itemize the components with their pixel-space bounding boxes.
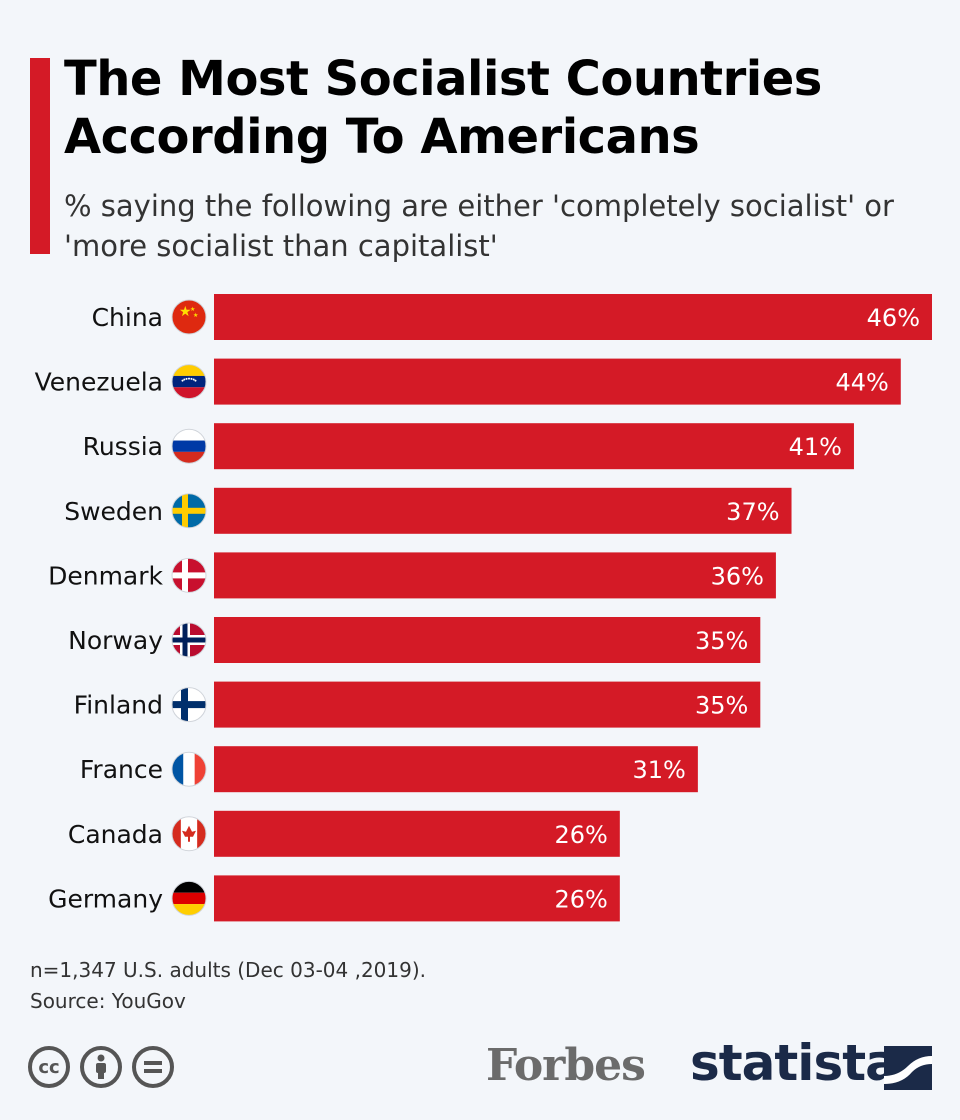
- bar: [214, 423, 854, 470]
- forbes-logo: Forbes: [486, 1040, 646, 1091]
- bar-chart: 46% China ★★★ 44% Venezuela 41% Russia 37% Swede…: [35, 294, 932, 922]
- svg-text:★: ★: [190, 306, 195, 313]
- bar: [214, 294, 932, 340]
- finland-flag-icon: [172, 687, 206, 722]
- china-flag-icon: ★★★: [172, 300, 206, 334]
- norway-flag-icon: [172, 623, 206, 657]
- bar-value-label: 35%: [695, 692, 748, 720]
- category-label: France: [80, 755, 163, 784]
- source-note: Source: YouGov: [30, 989, 186, 1013]
- bar-row: 41% Russia: [83, 423, 854, 470]
- bar-value-label: 41%: [789, 433, 842, 461]
- category-label: Canada: [68, 820, 163, 849]
- bar-row: 44% Venezuela: [35, 358, 901, 405]
- category-label: Sweden: [64, 497, 163, 526]
- bar-row: 26% Germany: [48, 875, 620, 922]
- bar-row: 26% Canada: [68, 810, 620, 857]
- france-flag-icon: [172, 752, 206, 787]
- russia-flag-icon: [172, 429, 206, 464]
- bar: [214, 810, 620, 857]
- bar: [214, 681, 761, 728]
- bar-value-label: 46%: [867, 304, 920, 332]
- svg-text:★: ★: [193, 312, 198, 319]
- svg-text:★: ★: [179, 304, 192, 320]
- canada-flag-icon: [172, 816, 206, 851]
- germany-flag-icon: [172, 881, 206, 916]
- bar-value-label: 44%: [835, 369, 888, 397]
- bar-row: 37% Sweden: [64, 487, 792, 534]
- bar: [214, 552, 776, 599]
- bar-value-label: 26%: [554, 821, 607, 849]
- sweden-flag-icon: [172, 493, 206, 528]
- category-label: Finland: [74, 691, 163, 720]
- statista-logo: statista: [690, 1034, 899, 1092]
- bar-value-label: 31%: [633, 756, 686, 784]
- cc-icon: cc: [28, 1046, 70, 1088]
- page-subtitle: % saying the following are either 'compl…: [64, 189, 894, 263]
- bar: [214, 875, 620, 922]
- bar-row: 46% China ★★★: [92, 294, 932, 340]
- category-label: Denmark: [48, 561, 163, 590]
- category-label: Germany: [48, 884, 163, 913]
- by-icon: [80, 1046, 122, 1088]
- denmark-flag-icon: [172, 558, 206, 593]
- sample-note: n=1,347 U.S. adults (Dec 03-04 ,2019).: [30, 958, 427, 982]
- bar-row: 35% Norway: [68, 617, 761, 663]
- bar-value-label: 26%: [554, 885, 607, 913]
- category-label: Russia: [83, 432, 163, 461]
- category-label: Norway: [68, 626, 163, 655]
- accent-bar: [30, 58, 50, 254]
- category-label: Venezuela: [35, 368, 163, 397]
- category-label: China: [92, 303, 163, 332]
- bar: [214, 617, 761, 663]
- bar-row: 31% France: [80, 746, 698, 793]
- page-title: The Most Socialist Countries According T…: [64, 51, 822, 165]
- bar: [214, 487, 792, 534]
- bar: [214, 358, 901, 405]
- bar-row: 36% Denmark: [48, 552, 776, 599]
- bar: [214, 746, 698, 793]
- bar-value-label: 36%: [711, 562, 764, 590]
- bar-value-label: 37%: [726, 498, 779, 526]
- nd-icon: [132, 1046, 174, 1088]
- cc-text: cc: [38, 1056, 60, 1078]
- bar-value-label: 35%: [695, 627, 748, 655]
- statista-mark-icon: [884, 1046, 932, 1090]
- venezuela-flag-icon: [172, 364, 206, 399]
- chart-notes: n=1,347 U.S. adults (Dec 03-04 ,2019). S…: [30, 955, 426, 1017]
- bar-row: 35% Finland: [74, 681, 761, 728]
- license-icons: cc: [28, 1046, 174, 1088]
